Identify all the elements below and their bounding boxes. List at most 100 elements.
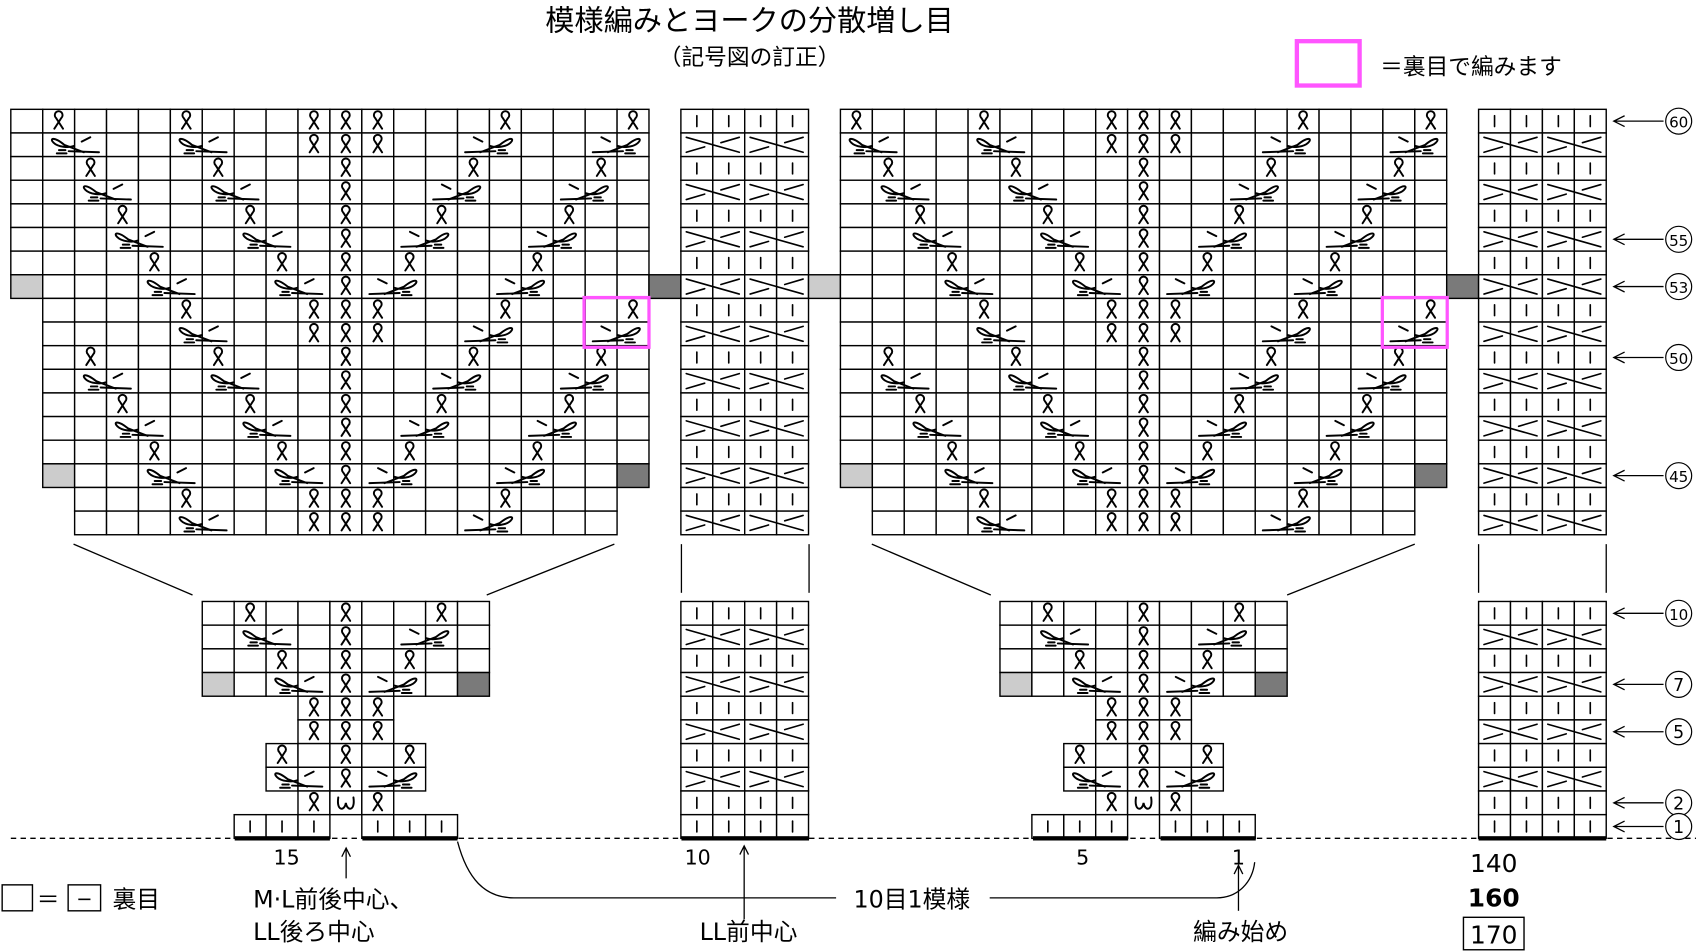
twisted-knit-icon <box>276 649 288 670</box>
stitch-cell <box>297 624 331 650</box>
stitch-cell <box>361 392 395 418</box>
loop-stroke <box>1245 185 1279 201</box>
stitch-cell <box>233 439 267 465</box>
right-increase-cross-icon <box>496 278 546 297</box>
cross-stroke <box>917 230 962 249</box>
stitch-cell <box>1382 463 1416 489</box>
stitch-cell <box>169 250 203 276</box>
stitch-cell <box>1031 510 1065 536</box>
stitch-cell <box>1158 439 1193 465</box>
stitch-cell <box>616 250 650 276</box>
stitch-cell <box>775 766 810 792</box>
loop-stroke <box>511 468 546 485</box>
stitch-cell <box>1350 439 1384 465</box>
cross-stroke <box>591 325 636 344</box>
stitch-cell <box>712 132 746 158</box>
stitch-cell <box>42 155 76 181</box>
stitch-cell <box>137 155 172 181</box>
twisted-knit-icon <box>372 133 384 154</box>
stitch-cell <box>265 297 299 323</box>
twisted-knit-icon <box>1329 252 1341 272</box>
loop-stroke <box>1372 374 1407 390</box>
stitch-cell <box>1414 392 1448 418</box>
stitch-cell <box>839 463 874 489</box>
row-marker-5: 5 <box>1612 718 1693 746</box>
stitch-cell <box>903 463 937 489</box>
twisted-knit-icon <box>308 322 320 343</box>
twisted-knit-icon <box>914 204 926 225</box>
stitch-cell <box>265 486 299 512</box>
stitch-cell <box>1190 155 1225 181</box>
stitch-cell <box>424 321 459 347</box>
twisted-knit-icon <box>276 441 288 461</box>
loop-stroke <box>1276 137 1311 154</box>
stitch-cell <box>1254 415 1288 441</box>
stitch-cell <box>807 274 842 300</box>
stitch-cell <box>712 719 746 745</box>
twisted-knit-icon <box>340 157 352 177</box>
stitch-cell <box>1063 203 1097 229</box>
pointer-arrows <box>341 841 1256 920</box>
left-increase-cross-icon <box>114 230 164 249</box>
stitch-cell <box>871 108 905 134</box>
right-increase-cross-icon <box>527 419 577 438</box>
stitch-cell <box>1382 226 1416 252</box>
cross-stroke <box>279 278 324 297</box>
loop-stroke <box>1404 327 1439 343</box>
stitch-cell <box>297 600 331 626</box>
stitch-cell <box>1541 132 1576 158</box>
stitch-cell <box>393 321 427 347</box>
stitch-cell <box>105 463 140 489</box>
stitch-cell <box>1063 486 1097 512</box>
stitch-number-15: 15 <box>274 845 300 869</box>
stitch-cell <box>744 624 778 650</box>
stitch-cell <box>903 321 937 347</box>
left-arrow-icon <box>1612 678 1664 691</box>
loop-stroke <box>1308 279 1343 296</box>
row-number-circle <box>1665 343 1693 372</box>
stitch-cell <box>73 486 108 512</box>
twisted-knit-icon <box>1138 110 1149 130</box>
stitch-cell <box>903 132 937 158</box>
stitch-cell <box>1094 415 1129 441</box>
stitch-cell <box>201 671 235 697</box>
twisted-knit-icon <box>1074 744 1086 764</box>
left-increase-cross-icon <box>1008 183 1058 202</box>
left-increase-cross-icon <box>1071 675 1122 694</box>
twisted-knit-icon <box>1170 110 1181 130</box>
stitch-cell <box>616 155 650 181</box>
cross-stroke <box>368 467 413 486</box>
stitch-cell <box>967 368 1001 394</box>
stitch-cell <box>744 510 778 536</box>
stitch-cell <box>1318 344 1352 371</box>
stitch-cell <box>233 648 267 674</box>
stitch-cell <box>1573 463 1607 489</box>
size-160: 160 <box>1468 883 1520 912</box>
twisted-knit-icon <box>340 441 352 461</box>
stitch-cell <box>42 226 76 252</box>
right-increase-cross-icon <box>559 372 609 391</box>
right-increase-cross-icon <box>1325 230 1375 249</box>
stitch-cell <box>456 226 491 252</box>
loop-stroke <box>82 185 117 201</box>
cross-stroke <box>119 419 164 438</box>
cross-stroke <box>400 230 445 249</box>
stitch-cell <box>680 415 714 441</box>
stitch-cell <box>456 600 491 626</box>
cross-stitch-icon <box>749 628 804 646</box>
stitch-cell <box>1541 321 1576 347</box>
row-marker-45: 45 <box>1612 462 1693 490</box>
loop-stroke <box>1071 279 1106 296</box>
left-increase-cross-icon <box>848 136 898 155</box>
twisted-knit-icon <box>340 252 352 272</box>
stitch-cell <box>361 155 395 181</box>
stitch-cell <box>10 108 44 134</box>
stitch-cell <box>1190 108 1225 134</box>
twisted-knit-icon <box>340 299 352 319</box>
cross-stroke <box>1357 183 1402 202</box>
stitch-cell <box>456 463 491 489</box>
stitch-cell <box>1350 510 1384 536</box>
stitch-cell <box>1063 321 1097 347</box>
stitch-cell <box>1541 719 1576 745</box>
stitch-cell <box>1573 368 1607 394</box>
